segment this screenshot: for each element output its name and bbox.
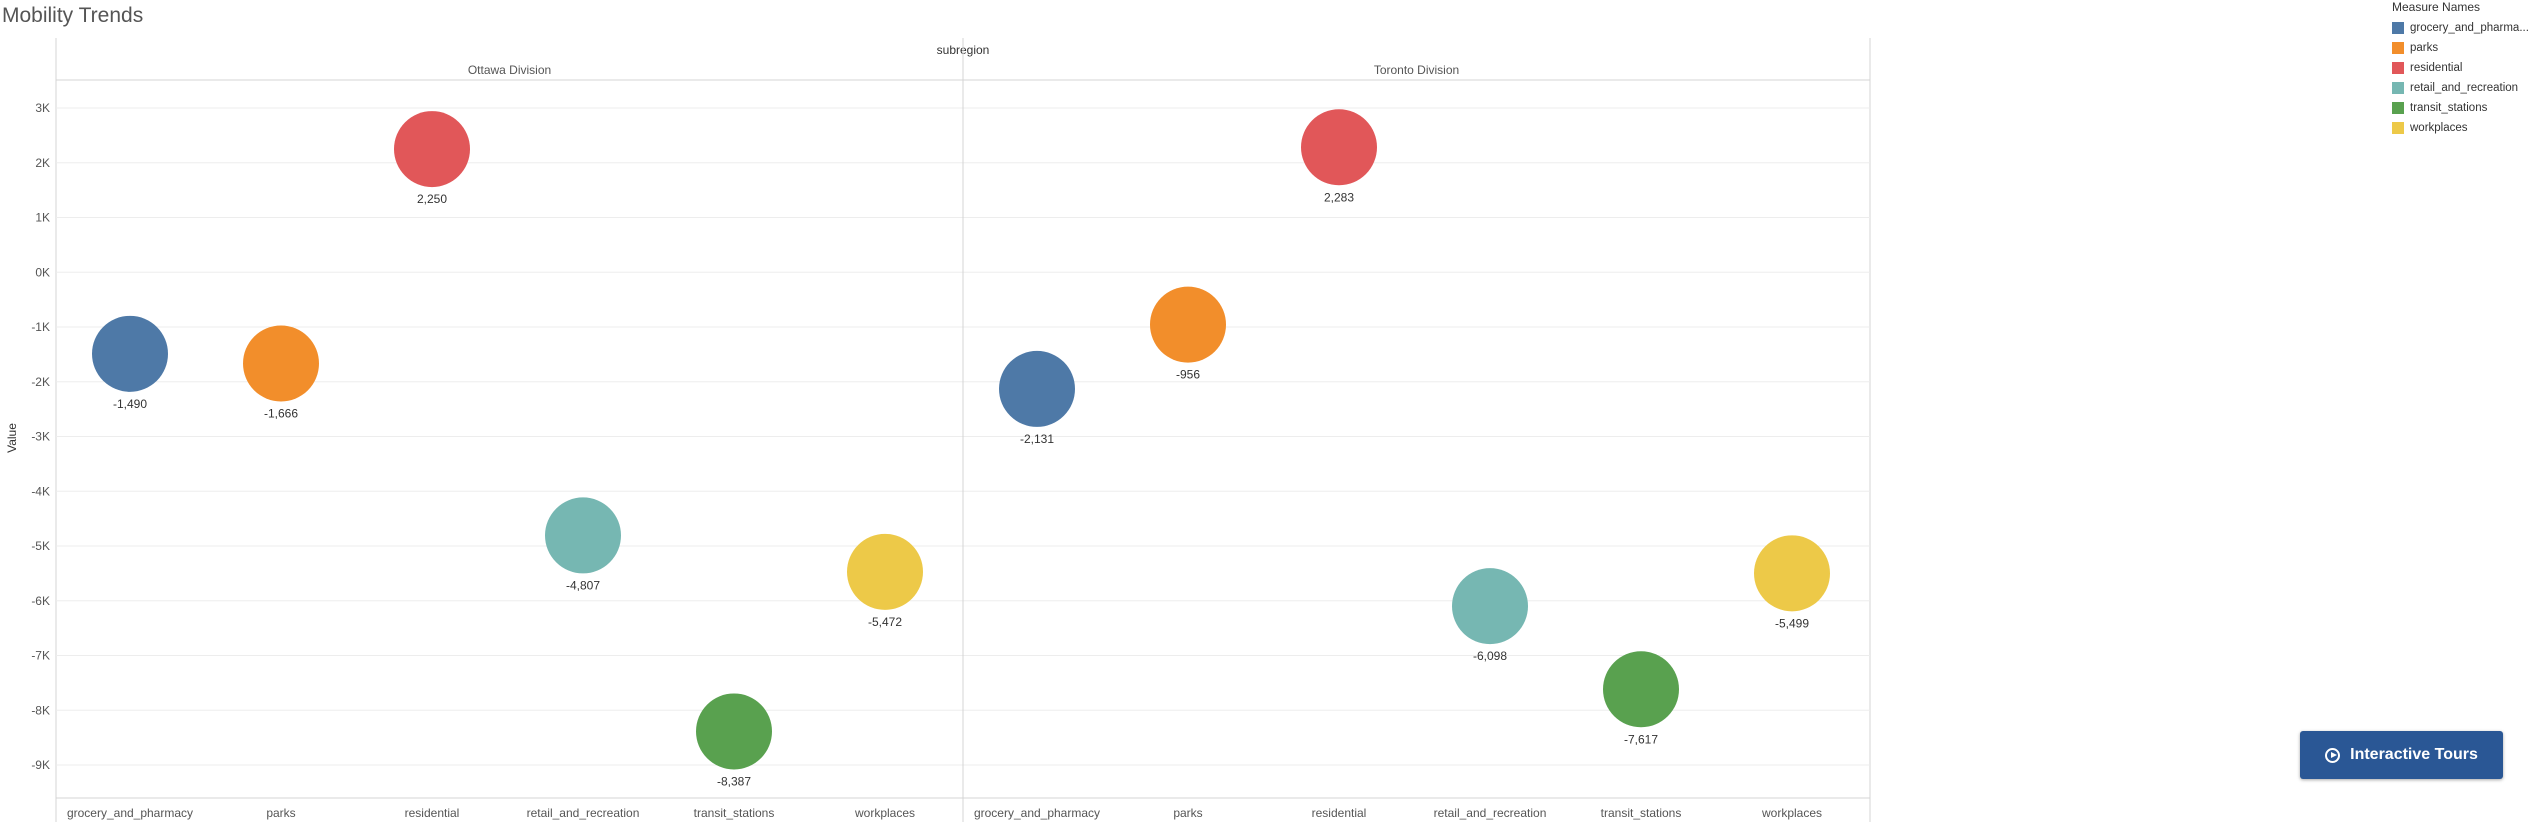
data-label: -956 [1176, 368, 1200, 382]
data-label: -1,490 [113, 397, 147, 411]
legend-label: residential [2410, 62, 2463, 74]
panel-header: Ottawa Division [468, 63, 551, 77]
legend-item[interactable]: transit_stations [2392, 98, 2529, 118]
legend-swatch [2392, 42, 2404, 54]
data-point[interactable] [1452, 568, 1528, 645]
legend-swatch [2392, 22, 2404, 34]
y-tick-label: -8K [31, 703, 50, 717]
y-tick-label: -2K [31, 375, 50, 389]
legend-label: transit_stations [2410, 102, 2488, 114]
y-tick-label: -1K [31, 320, 50, 334]
legend-item[interactable]: workplaces [2392, 118, 2529, 138]
y-axis-label: Value [5, 423, 19, 453]
legend-item[interactable]: grocery_and_pharma... [2392, 18, 2529, 38]
y-tick-label: -7K [31, 649, 50, 663]
data-point[interactable] [92, 315, 168, 392]
interactive-tours-label: Interactive Tours [2350, 746, 2478, 763]
data-point[interactable] [1301, 109, 1377, 186]
x-tick-label: residential [1312, 806, 1367, 820]
data-point[interactable] [545, 497, 621, 574]
data-label: -4,807 [566, 578, 600, 592]
legend: Measure Names grocery_and_pharma...parks… [2392, 0, 2529, 138]
legend-label: parks [2410, 42, 2439, 54]
x-tick-label: parks [266, 806, 295, 820]
x-tick-label: grocery_and_pharmacy [67, 806, 193, 820]
data-label: -5,499 [1775, 616, 1809, 630]
legend-swatch [2392, 122, 2404, 134]
scatter-chart: subregion3K2K1K0K-1K-2K-3K-4K-5K-6K-7K-8… [5, 38, 1871, 822]
page-title: Mobility Trends [2, 4, 144, 27]
x-tick-label: grocery_and_pharmacy [974, 806, 1100, 820]
x-tick-label: retail_and_recreation [527, 806, 640, 820]
data-label: -1,666 [264, 406, 298, 420]
legend-swatch [2392, 82, 2404, 94]
data-point[interactable] [1754, 535, 1830, 612]
data-label: -7,617 [1624, 732, 1658, 746]
y-tick-label: 1K [35, 211, 50, 225]
legend-title: Measure Names [2392, 0, 2481, 14]
legend-item[interactable]: residential [2392, 58, 2529, 78]
data-point[interactable] [1603, 651, 1679, 728]
legend-swatch [2392, 102, 2404, 114]
data-point[interactable] [243, 325, 319, 402]
legend-item[interactable]: parks [2392, 38, 2529, 58]
x-tick-label: workplaces [1761, 806, 1822, 820]
y-tick-label: -5K [31, 539, 50, 553]
y-tick-label: -4K [31, 484, 50, 498]
interactive-tours-button[interactable]: Interactive Tours [2300, 731, 2503, 779]
panel-header: Toronto Division [1374, 63, 1459, 77]
data-point[interactable] [696, 693, 772, 770]
data-label: 2,250 [417, 192, 447, 206]
legend-label: retail_and_recreation [2410, 82, 2519, 94]
data-label: -8,387 [717, 774, 751, 788]
data-label: 2,283 [1324, 190, 1354, 204]
y-tick-label: -9K [31, 758, 50, 772]
legend-label: workplaces [2410, 122, 2468, 134]
x-tick-label: transit_stations [1601, 806, 1682, 820]
y-tick-label: 2K [35, 156, 50, 170]
y-tick-label: 0K [35, 265, 50, 279]
play-circle-icon [2325, 747, 2341, 763]
data-label: -2,131 [1020, 432, 1054, 446]
y-tick-label: 3K [35, 101, 50, 115]
x-tick-label: transit_stations [694, 806, 775, 820]
x-tick-label: retail_and_recreation [1434, 806, 1547, 820]
data-point[interactable] [1150, 286, 1226, 363]
legend-swatch [2392, 62, 2404, 74]
legend-label: grocery_and_pharma... [2410, 22, 2529, 34]
x-tick-label: parks [1173, 806, 1202, 820]
y-tick-label: -3K [31, 430, 50, 444]
data-label: -5,472 [868, 615, 902, 629]
data-point[interactable] [394, 111, 470, 188]
legend-item[interactable]: retail_and_recreation [2392, 78, 2529, 98]
data-point[interactable] [999, 350, 1075, 427]
x-tick-label: residential [405, 806, 460, 820]
data-label: -6,098 [1473, 649, 1507, 663]
y-tick-label: -6K [31, 594, 50, 608]
data-point[interactable] [847, 533, 923, 610]
x-tick-label: workplaces [854, 806, 915, 820]
